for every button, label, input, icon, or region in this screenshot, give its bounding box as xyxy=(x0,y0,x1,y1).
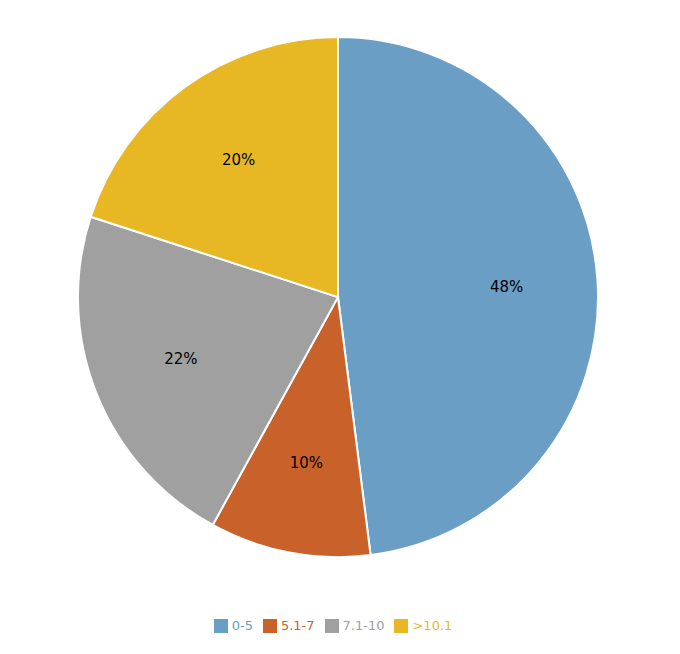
svg-text:22%: 22% xyxy=(164,350,197,368)
html-text:7.1-10: 7.1-10 xyxy=(342,617,385,633)
svg-text:10%: 10% xyxy=(290,454,323,472)
svg-text:20%: 20% xyxy=(222,151,255,169)
html-text:0-5: 0-5 xyxy=(231,617,253,633)
html-text:5.1-7: 5.1-7 xyxy=(280,617,315,633)
html-text:>10.1: >10.1 xyxy=(412,617,453,633)
svg-text:48%: 48% xyxy=(490,278,523,296)
